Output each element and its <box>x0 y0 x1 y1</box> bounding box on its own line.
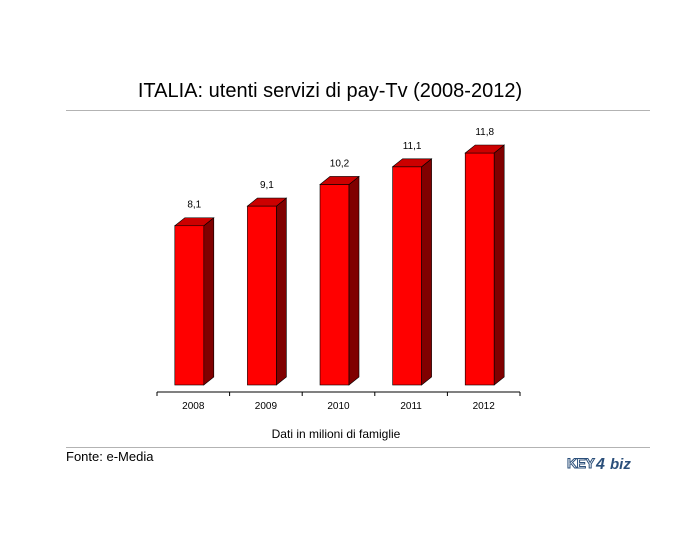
bar-side <box>493 144 505 386</box>
logo-biz-text: biz <box>610 456 631 473</box>
source-note: Fonte: e-Media <box>66 449 154 464</box>
logo-key-text: KEY <box>567 455 595 471</box>
chart-title: ITALIA: utenti servizi di pay-Tv (2008-2… <box>137 80 523 102</box>
bars-layer <box>173 144 506 386</box>
labels-layer: 8,1 2008 9,1 2009 10,2 2010 11,1 2011 11,8 2012 <box>182 127 495 412</box>
x-tick-label: 2010 <box>327 401 350 412</box>
bar-side <box>203 217 215 386</box>
bar-top <box>173 217 215 227</box>
bar-top <box>391 158 433 168</box>
bottom-divider <box>66 447 650 448</box>
bar-value-label: 11,1 <box>403 141 422 152</box>
logo-digit: 4 <box>595 456 605 473</box>
bar-top <box>464 144 506 154</box>
bar-front <box>464 152 495 386</box>
x-tick-label: 2009 <box>255 401 278 412</box>
bar-side <box>421 158 432 386</box>
bar-front <box>174 225 205 386</box>
key4biz-logo: KEY 4 biz <box>567 455 632 474</box>
bar-side <box>276 197 287 386</box>
x-tick-label: 2012 <box>473 401 496 412</box>
bar-side <box>348 175 360 386</box>
bar-front <box>247 205 277 386</box>
bar-top <box>319 176 360 185</box>
axis-layer <box>156 391 521 396</box>
bar-top <box>246 197 288 207</box>
bar-value-label: 8,1 <box>187 200 201 211</box>
bar-front <box>319 184 350 386</box>
chart-caption: Dati in milioni di famiglie <box>271 427 401 441</box>
top-divider <box>66 110 650 111</box>
bar-front <box>392 166 422 386</box>
bar-value-label: 10,2 <box>330 158 350 169</box>
bar-value-label: 11,8 <box>475 127 494 138</box>
x-tick-label: 2011 <box>400 401 422 412</box>
x-tick-label: 2008 <box>182 401 205 412</box>
bar-value-label: 9,1 <box>260 180 274 191</box>
